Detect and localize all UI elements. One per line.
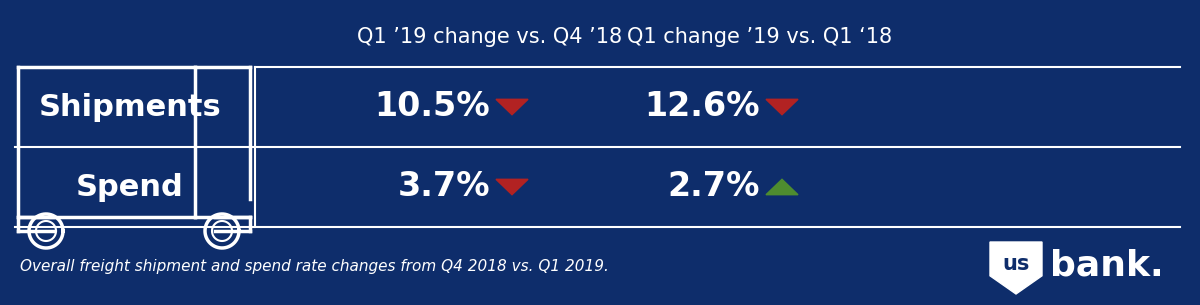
Polygon shape (766, 179, 798, 195)
Text: Overall freight shipment and spend rate changes from Q4 2018 vs. Q1 2019.: Overall freight shipment and spend rate … (20, 260, 608, 274)
Text: 10.5%: 10.5% (374, 91, 490, 124)
Text: Q1 ’19 change vs. Q4 ’18: Q1 ’19 change vs. Q4 ’18 (358, 27, 623, 47)
Text: Spend: Spend (76, 173, 184, 202)
Text: 3.7%: 3.7% (397, 170, 490, 203)
Text: us: us (1002, 254, 1030, 274)
Polygon shape (990, 242, 1042, 294)
Text: 12.6%: 12.6% (644, 91, 760, 124)
Text: 2.7%: 2.7% (667, 170, 760, 203)
Polygon shape (496, 179, 528, 195)
Polygon shape (496, 99, 528, 115)
Text: Shipments: Shipments (38, 92, 221, 121)
Polygon shape (766, 99, 798, 115)
Text: bank.: bank. (1050, 249, 1164, 283)
Text: Q1 change ’19 vs. Q1 ‘18: Q1 change ’19 vs. Q1 ‘18 (628, 27, 893, 47)
